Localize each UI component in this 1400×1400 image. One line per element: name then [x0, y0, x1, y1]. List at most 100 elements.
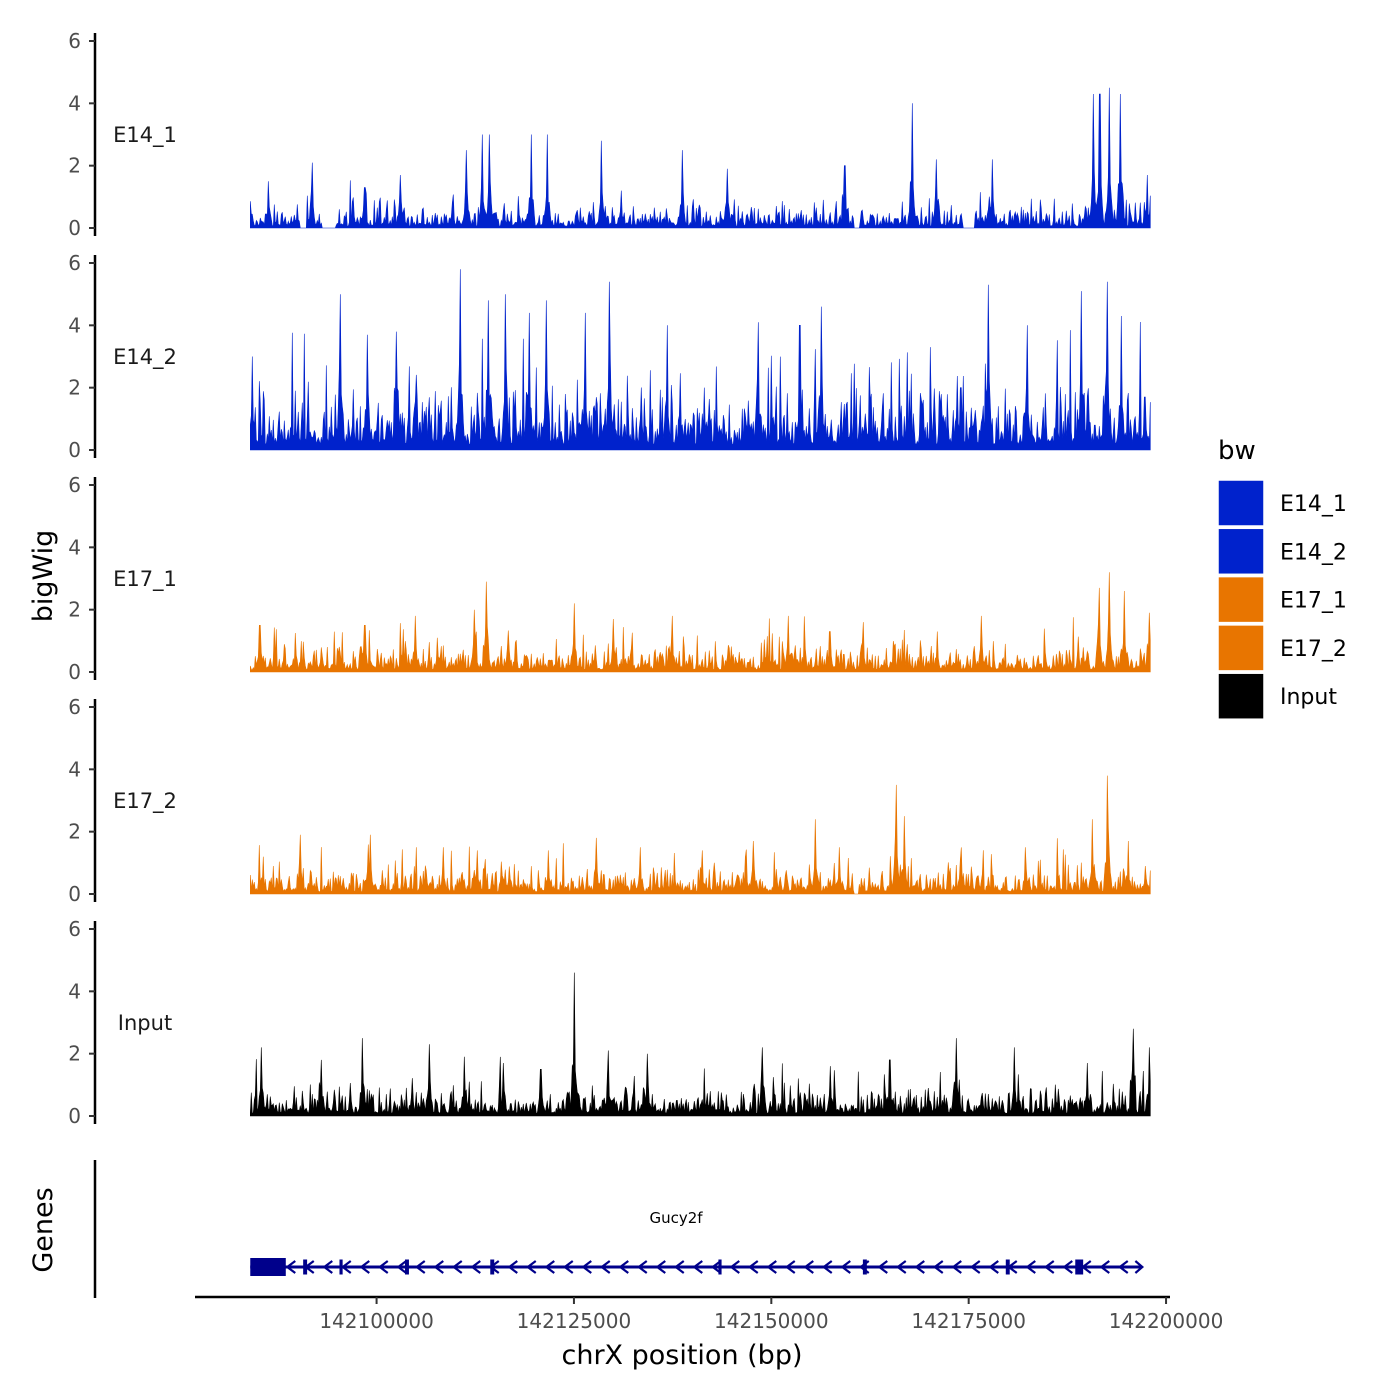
x-axis-title: chrX position (bp) [561, 1340, 802, 1371]
y-tick-label: 0 [68, 1104, 81, 1128]
gene-axis-title: Genes [28, 1187, 59, 1272]
x-tick-label: 142200000 [1109, 1309, 1224, 1333]
coverage-area-e17-2 [250, 775, 1151, 895]
legend-swatch-input [1217, 672, 1265, 720]
gene-exon [862, 1259, 867, 1275]
strand-arrow [322, 1260, 333, 1274]
y-tick-label: 6 [68, 917, 81, 941]
y-tick-label: 6 [68, 473, 81, 497]
strand-arrow [359, 1260, 370, 1274]
strand-arrow [451, 1260, 463, 1274]
gene-label: Gucy2f [649, 1209, 703, 1227]
coverage-tracks: 0 2 4 6 E14_1 0 2 4 6 E14_2 0 2 4 6 E17_1 0 2 4 6 E17_2 0 2 4 6… [68, 29, 1151, 1128]
strand-arrow [840, 1260, 851, 1274]
y-tick-label: 0 [68, 882, 81, 906]
legend-swatch-e17-1 [1217, 575, 1265, 624]
strand-arrow [599, 1260, 611, 1274]
y-tick-label: 4 [68, 979, 81, 1003]
legend-label-e14-2: E14_2 [1280, 540, 1347, 565]
strand-arrow [1117, 1260, 1129, 1274]
coverage-area-e14-1 [250, 87, 1151, 229]
track-e14-2: 0 2 4 6 E14_2 [68, 251, 1151, 462]
strand-arrow [784, 1260, 796, 1274]
legend-label-e14-1: E14_1 [1280, 492, 1347, 517]
track-label-e17-2: E17_2 [113, 789, 177, 814]
legend-swatch-e14-2 [1217, 527, 1265, 576]
y-tick-label: 6 [68, 695, 81, 719]
track-label-e14-2: E14_2 [113, 345, 177, 370]
strand-arrow [377, 1260, 389, 1274]
strand-arrow [914, 1260, 925, 1274]
gene-model [250, 1258, 1145, 1276]
strand-arrow [655, 1260, 666, 1274]
strand-arrow [803, 1260, 814, 1274]
y-tick-label: 2 [68, 820, 81, 844]
strand-arrow [988, 1260, 999, 1274]
x-axis: 142100000 142125000 142150000 142175000 1422… [195, 1295, 1223, 1371]
strand-arrow [710, 1260, 722, 1274]
gene-exon [303, 1259, 308, 1275]
strand-arrow [433, 1260, 444, 1274]
track-label-input: Input [118, 1011, 172, 1035]
gene-exon [490, 1259, 495, 1275]
y-tick-label: 2 [68, 1042, 81, 1066]
strand-arrow [729, 1260, 740, 1274]
y-tick-label: 6 [68, 251, 81, 275]
coverage-area-e17-1 [250, 572, 1151, 673]
legend-label-e17-2: E17_2 [1280, 637, 1347, 662]
y-tick-label: 4 [68, 757, 81, 781]
strand-arrow [507, 1260, 518, 1274]
track-label-e17-1: E17_1 [113, 567, 177, 592]
strand-arrow [414, 1260, 426, 1274]
strand-arrow [544, 1260, 555, 1274]
gene-exon [250, 1258, 286, 1276]
legend-entries: E14_1 E14_2 E17_1 E17_2 Input [1217, 479, 1347, 720]
strand-arrow [766, 1260, 777, 1274]
gene-exon [339, 1259, 343, 1275]
coverage-area-e14-2 [250, 269, 1151, 451]
strand-arrow [562, 1260, 574, 1274]
strand-arrow [525, 1260, 537, 1274]
legend-swatch-e17-2 [1217, 624, 1265, 672]
strand-arrow [692, 1260, 703, 1274]
strand-arrow [895, 1260, 907, 1274]
track-input: 0 2 4 6 Input [68, 917, 1151, 1128]
strand-arrow [673, 1260, 685, 1274]
x-tick-label: 142175000 [911, 1309, 1026, 1333]
strand-arrow [821, 1260, 833, 1274]
gene-exon [1005, 1259, 1010, 1275]
legend-label-input: Input [1280, 685, 1337, 710]
y-tick-label: 4 [68, 91, 81, 115]
x-tick-label: 142125000 [517, 1309, 632, 1333]
strand-arrow [932, 1260, 944, 1274]
legend-swatch-e14-1 [1217, 479, 1265, 527]
gene-track: Gucy2f [93, 1160, 1145, 1298]
gene-exon [1075, 1259, 1084, 1275]
strand-arrow [969, 1260, 981, 1274]
strand-arrow [396, 1260, 407, 1274]
legend-title: bw [1218, 436, 1256, 466]
track-e14-1: 0 2 4 6 E14_1 [68, 29, 1151, 240]
strand-arrow-end [1134, 1260, 1145, 1274]
y-tick-label: 4 [68, 313, 81, 337]
strand-arrow [1099, 1260, 1110, 1274]
y-tick-label: 6 [68, 29, 81, 53]
strand-arrow [877, 1260, 888, 1274]
x-axis-ticks: 142100000 142125000 142150000 142175000 1422… [319, 1297, 1223, 1333]
gene-exon [718, 1259, 722, 1275]
strand-arrow [285, 1260, 296, 1274]
x-tick-label: 142150000 [714, 1309, 829, 1333]
strand-arrow [951, 1260, 962, 1274]
track-e17-2: 0 2 4 6 E17_2 [68, 695, 1151, 906]
y-tick-label: 0 [68, 438, 81, 462]
y-axis-title: bigWig [28, 530, 59, 623]
y-tick-label: 2 [68, 154, 81, 178]
y-tick-label: 4 [68, 535, 81, 559]
coverage-area-input [250, 972, 1151, 1117]
strand-arrow [1043, 1260, 1055, 1274]
y-tick-label: 0 [68, 216, 81, 240]
y-tick-label: 2 [68, 598, 81, 622]
strand-arrow [470, 1260, 481, 1274]
track-label-e14-1: E14_1 [113, 123, 177, 148]
